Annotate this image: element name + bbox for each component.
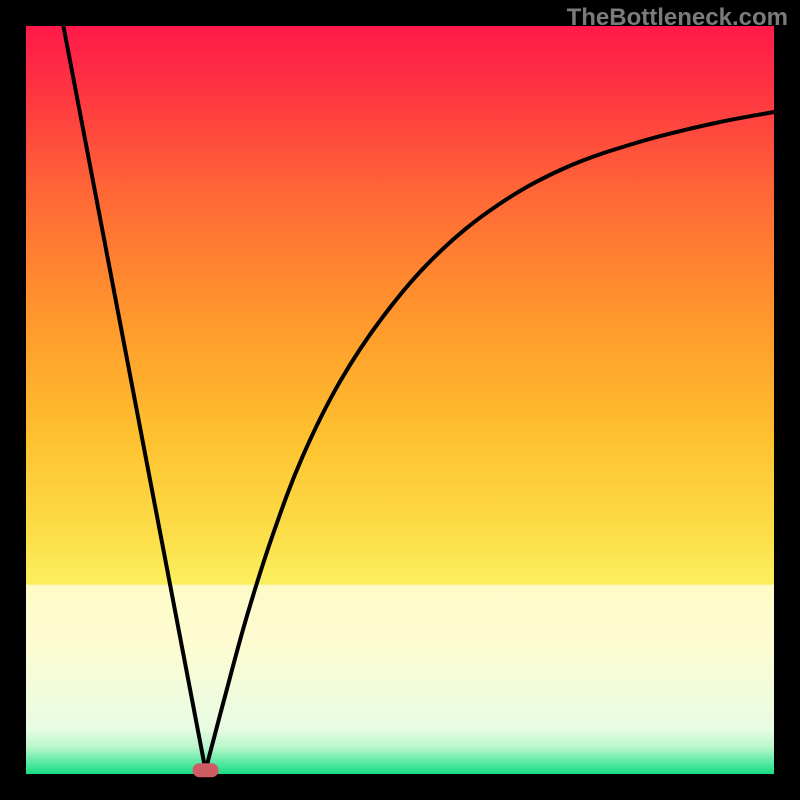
- chart-svg: [0, 0, 800, 800]
- optimal-point-marker: [193, 763, 219, 777]
- bottleneck-chart: TheBottleneck.com: [0, 0, 800, 800]
- watermark-text: TheBottleneck.com: [567, 4, 788, 32]
- gradient-background: [26, 26, 774, 774]
